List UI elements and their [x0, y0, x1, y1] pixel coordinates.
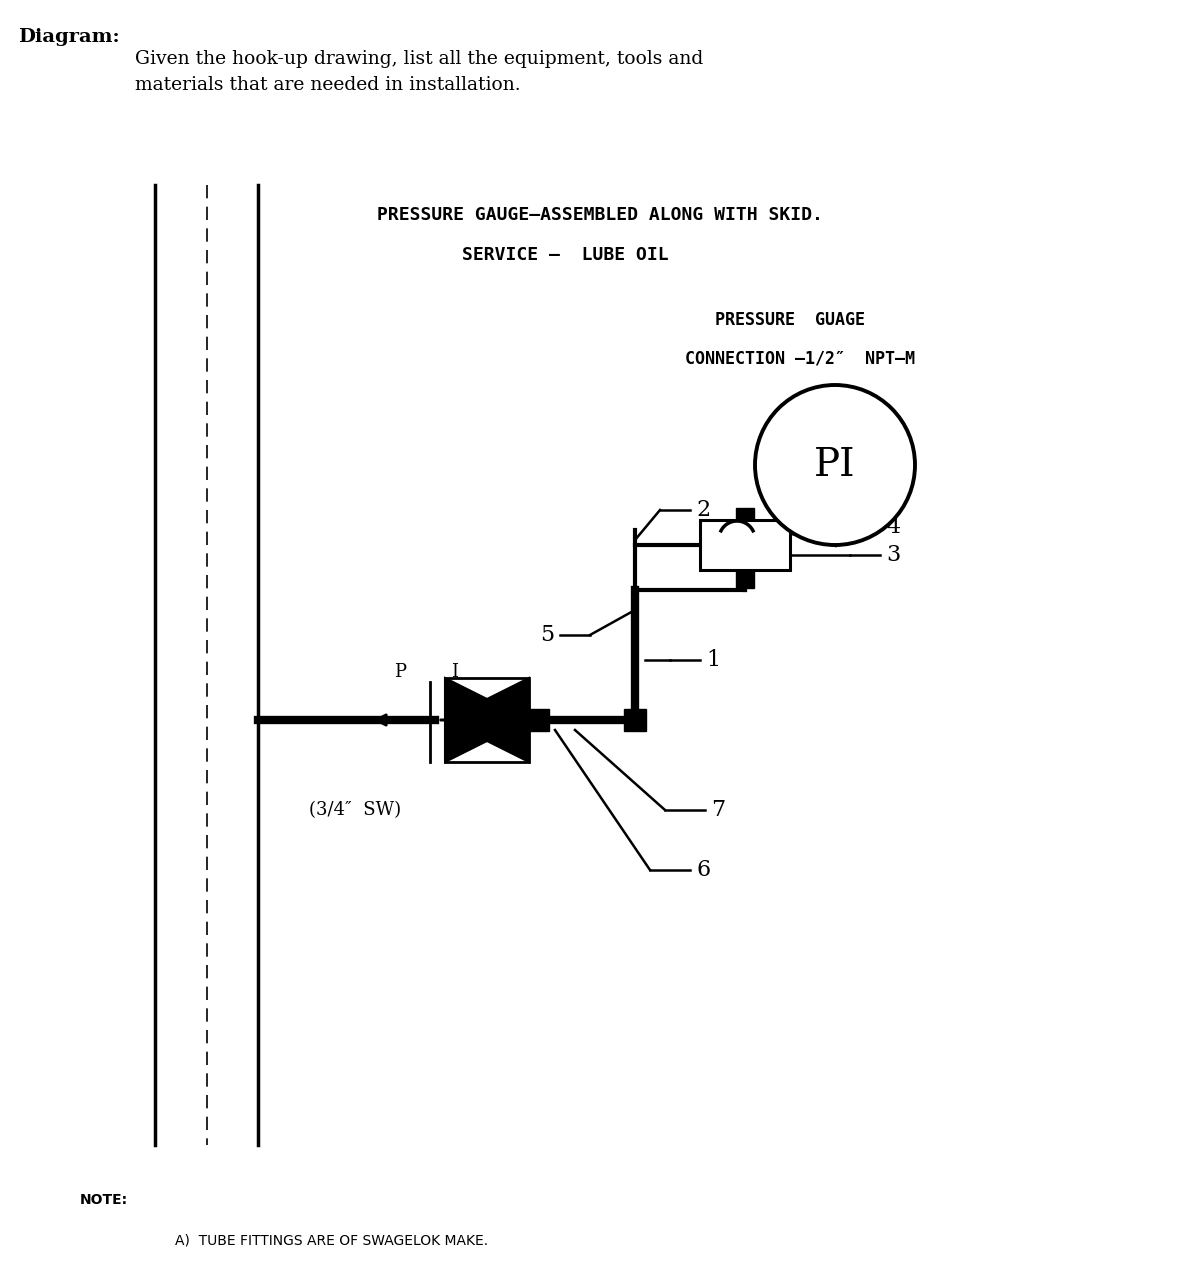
Text: PI: PI [815, 446, 856, 483]
Text: PRESSURE  GUAGE: PRESSURE GUAGE [715, 312, 865, 329]
Polygon shape [445, 678, 529, 762]
Text: 7: 7 [710, 799, 725, 820]
Text: 1: 1 [706, 649, 720, 670]
Bar [624, 709, 646, 731]
Text: A)  TUBE FITTINGS ARE OF SWAGELOK MAKE.: A) TUBE FITTINGS ARE OF SWAGELOK MAKE. [175, 1233, 488, 1247]
Text: PRESSURE GAUGE–ASSEMBLED ALONG WITH SKID.: PRESSURE GAUGE–ASSEMBLED ALONG WITH SKID… [377, 206, 823, 224]
Polygon shape [445, 678, 529, 762]
Bar [700, 520, 790, 570]
Text: 2: 2 [696, 499, 710, 520]
Text: NOTE:: NOTE: [80, 1194, 128, 1206]
Text: 6: 6 [696, 859, 710, 881]
Bar [445, 678, 529, 762]
Text: CONNECTION –1/2″  NPT–M: CONNECTION –1/2″ NPT–M [685, 349, 916, 367]
Text: I: I [451, 663, 458, 681]
Circle shape [755, 385, 916, 545]
Text: Diagram:: Diagram: [18, 28, 120, 46]
Text: SERVICE –  LUBE OIL: SERVICE – LUBE OIL [462, 246, 668, 264]
Text: (3/4″  SW): (3/4″ SW) [308, 801, 401, 819]
Text: Given the hook-up drawing, list all the equipment, tools and
materials that are : Given the hook-up drawing, list all the … [134, 50, 703, 94]
Text: P: P [394, 663, 406, 681]
Bar [736, 508, 754, 520]
Text: 4: 4 [886, 515, 900, 538]
Text: 5: 5 [540, 624, 554, 646]
Bar [527, 709, 550, 731]
Text: 3: 3 [886, 544, 900, 565]
Bar [736, 570, 754, 588]
